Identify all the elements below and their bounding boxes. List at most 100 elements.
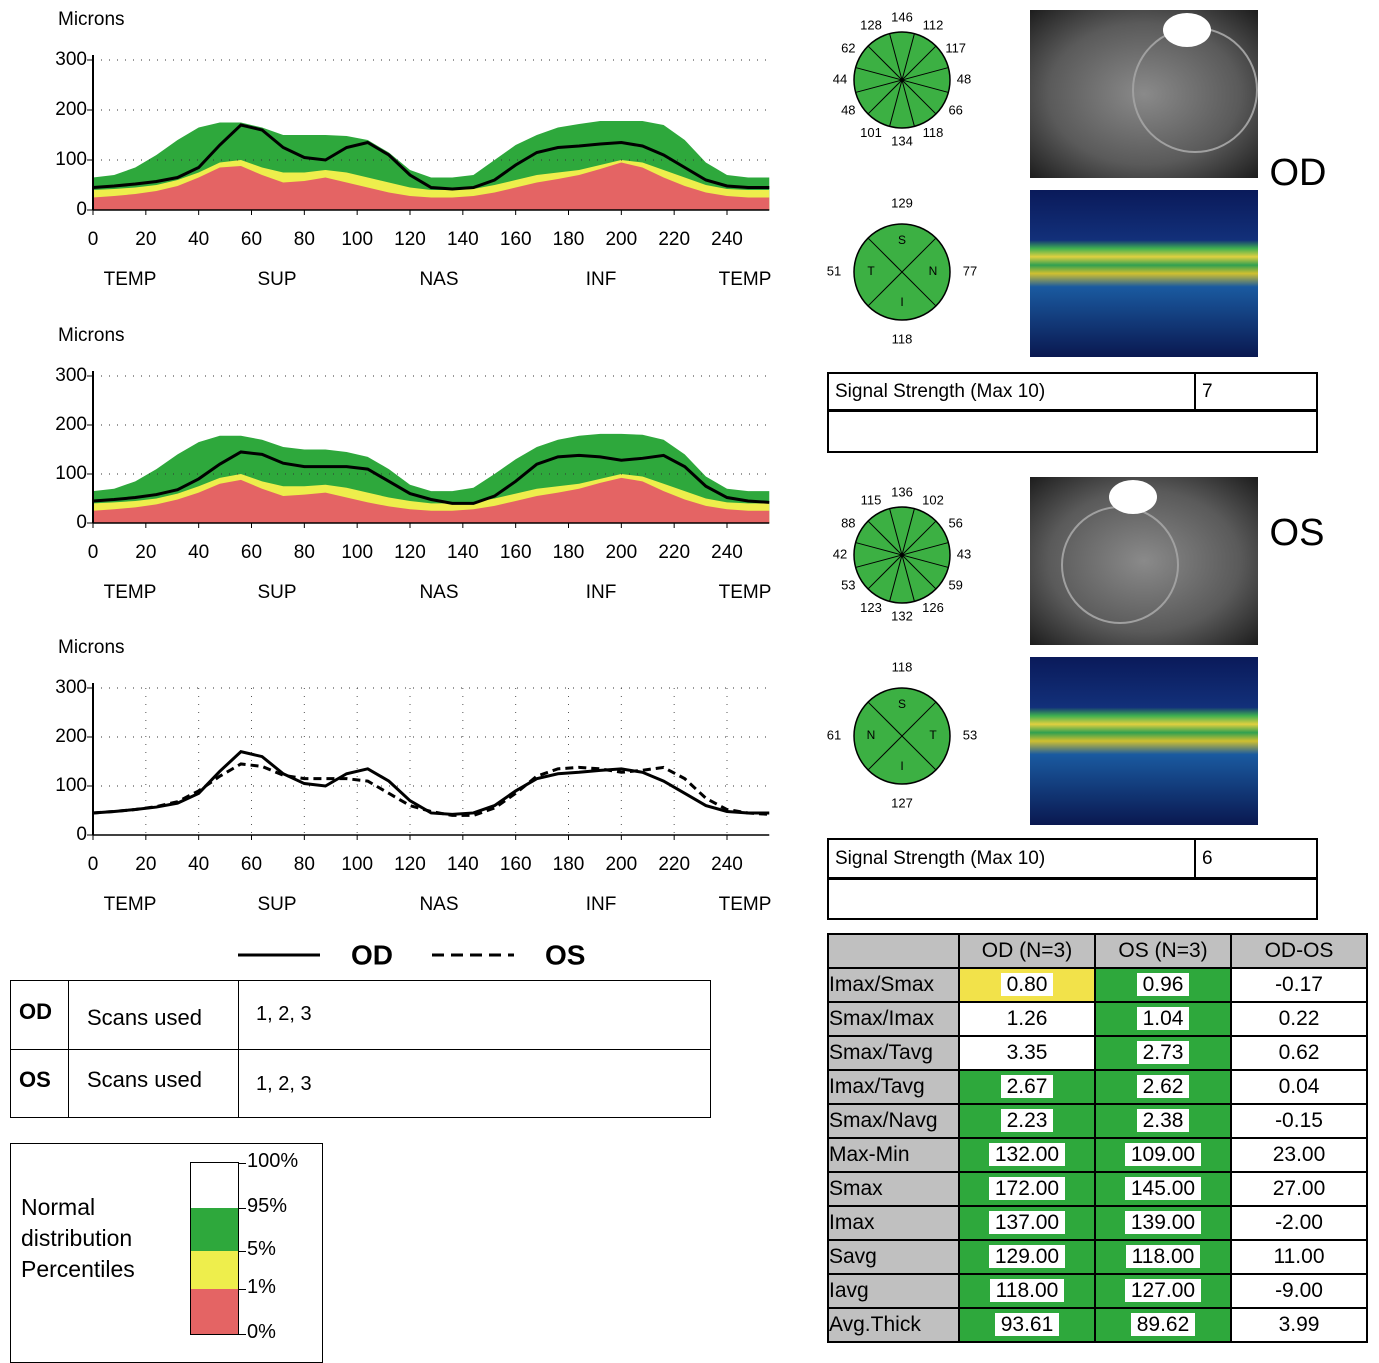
quadrant-value: 77 xyxy=(963,263,977,278)
row-label: Imax/Tavg xyxy=(828,1070,959,1104)
quadrant-letter: I xyxy=(900,759,903,773)
x-tick-label: 160 xyxy=(500,542,532,563)
region-label: TEMP xyxy=(104,582,157,603)
row-label: Smax xyxy=(828,1172,959,1206)
y-tick-label: 0 xyxy=(76,512,87,533)
y-tick-label: 0 xyxy=(76,199,87,220)
os-cell: 109.00 xyxy=(1095,1138,1231,1172)
quadrant-value: 53 xyxy=(963,727,977,742)
x-tick-label: 20 xyxy=(135,854,156,875)
clock-value: 43 xyxy=(957,546,971,561)
tick xyxy=(238,1251,246,1252)
x-tick-label: 80 xyxy=(294,542,315,563)
clock-value: 128 xyxy=(860,18,882,33)
row-label: Avg.Thick xyxy=(828,1308,959,1342)
eye-label: OD xyxy=(1270,152,1327,194)
quadrant-letter: S xyxy=(898,233,906,247)
eye-cell: OS xyxy=(19,1067,51,1093)
percentile-label: 1% xyxy=(247,1276,276,1299)
table-row: Iavg118.00127.00-9.00 xyxy=(828,1274,1367,1308)
quadrant-value: 127 xyxy=(891,795,913,810)
od-value: 93.61 xyxy=(995,1313,1060,1336)
x-tick-label: 160 xyxy=(500,854,532,875)
region-label: TEMP xyxy=(719,582,772,603)
page: OD OS Microns 0 100 200 300 0 20 40 60 80 100 120 14… xyxy=(0,0,1379,1358)
percentile-swatch xyxy=(191,1208,238,1251)
clock-value: 42 xyxy=(833,546,847,561)
od-value: 132.00 xyxy=(989,1143,1065,1166)
signal-label: Signal Strength (Max 10) xyxy=(829,840,1196,880)
os-value: 2.38 xyxy=(1137,1109,1190,1132)
scans-label: Scans used xyxy=(87,1067,202,1093)
os-value: 2.73 xyxy=(1137,1041,1190,1064)
table-row: Savg129.00118.0011.00 xyxy=(828,1240,1367,1274)
x-tick-label: 220 xyxy=(658,229,690,250)
tick xyxy=(238,1208,246,1209)
clock-value: 102 xyxy=(922,493,944,508)
clock-value: 136 xyxy=(891,484,913,499)
header-cell: OD (N=3) xyxy=(959,934,1095,968)
x-tick-label: 220 xyxy=(658,854,690,875)
x-tick-label: 140 xyxy=(447,854,479,875)
x-tick-label: 120 xyxy=(394,542,426,563)
diff-cell: -2.00 xyxy=(1231,1206,1367,1240)
row-label: Smax/Imax xyxy=(828,1002,959,1036)
legend-label: OS xyxy=(545,939,585,970)
row-label: Savg xyxy=(828,1240,959,1274)
region-label: TEMP xyxy=(104,269,157,290)
y-tick-label: 200 xyxy=(55,99,87,120)
y-tick-label: 200 xyxy=(55,414,87,435)
header-cell: OS (N=3) xyxy=(1095,934,1231,968)
x-tick-label: 200 xyxy=(605,542,637,563)
x-tick-label: 200 xyxy=(605,229,637,250)
od-cell: 172.00 xyxy=(959,1172,1095,1206)
quadrant-letter: S xyxy=(898,697,906,711)
od-value: 118.00 xyxy=(990,1279,1065,1302)
y-axis-label: Microns xyxy=(58,325,125,346)
region-label: SUP xyxy=(257,894,296,915)
y-tick-label: 300 xyxy=(55,49,87,70)
x-tick-label: 100 xyxy=(341,854,373,875)
col-divider xyxy=(238,981,239,1117)
x-tick-label: 100 xyxy=(341,542,373,563)
tick xyxy=(238,1289,246,1290)
x-tick-label: 20 xyxy=(135,542,156,563)
x-tick-label: 180 xyxy=(553,542,585,563)
x-tick-label: 180 xyxy=(553,229,585,250)
y-tick-label: 200 xyxy=(55,726,87,747)
x-tick-label: 180 xyxy=(553,854,585,875)
clock-value: 48 xyxy=(957,71,971,86)
scans-value: 1, 2, 3 xyxy=(256,1073,312,1096)
diff-cell: -0.15 xyxy=(1231,1104,1367,1138)
os-cell: 145.00 xyxy=(1095,1172,1231,1206)
os-cell: 118.00 xyxy=(1095,1240,1231,1274)
scans-value: 1, 2, 3 xyxy=(256,1003,312,1026)
y-tick-label: 300 xyxy=(55,677,87,698)
percentile-label: 95% xyxy=(247,1195,287,1218)
diff-cell: -0.17 xyxy=(1231,968,1367,1002)
row-label: Iavg xyxy=(828,1274,959,1308)
signal-table: Signal Strength (Max 10) 6 xyxy=(827,838,1318,920)
signal-value: 6 xyxy=(1196,840,1316,880)
os-cell: 89.62 xyxy=(1095,1308,1231,1342)
x-tick-label: 140 xyxy=(447,229,479,250)
x-tick-label: 120 xyxy=(394,854,426,875)
quadrant-letter: I xyxy=(900,295,903,309)
table-row: Smax/Navg2.23 2.38 -0.15 xyxy=(828,1104,1367,1138)
signal-value: 7 xyxy=(1196,374,1316,412)
x-tick-label: 200 xyxy=(605,854,637,875)
y-tick-label: 300 xyxy=(55,365,87,386)
y-tick-label: 100 xyxy=(55,149,87,170)
os-value: 139.00 xyxy=(1125,1211,1201,1234)
od-value: 129.00 xyxy=(989,1245,1065,1268)
quadrant-value: 129 xyxy=(891,195,913,210)
x-tick-label: 60 xyxy=(241,542,262,563)
quadrant-letter: T xyxy=(867,264,875,278)
od-cell: 2.23 xyxy=(959,1104,1095,1138)
row-divider xyxy=(11,1049,710,1050)
clock-value: 56 xyxy=(948,515,962,530)
row-label: Smax/Navg xyxy=(828,1104,959,1138)
x-tick-label: 40 xyxy=(188,854,209,875)
diff-cell: 0.22 xyxy=(1231,1002,1367,1036)
